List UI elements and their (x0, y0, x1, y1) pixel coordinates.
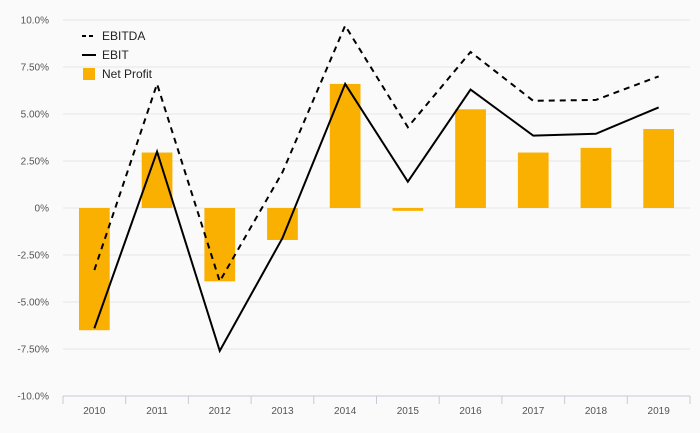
net-profit-bar (517, 152, 549, 208)
legend: EBITDA EBIT Net Profit (82, 29, 153, 81)
axes: 10.0% 7.50% 5.00% 2.50% 0% -2.50% -5.00% -7.50%… (17, 16, 691, 417)
ebit-line (93, 81, 660, 354)
x-tick-label: 2019 (648, 406, 671, 417)
x-tick-label: 2012 (209, 406, 232, 417)
net-profit-bar (455, 109, 486, 208)
y-tick-label: 2.50% (21, 157, 49, 168)
legend-label-ebitda: EBITDA (102, 29, 145, 43)
x-tick-label: 2011 (146, 406, 168, 417)
line-series (93, 23, 660, 354)
x-tick-label: 2014 (334, 406, 357, 417)
x-tick-label: 2017 (522, 406, 545, 417)
ebitda-line (93, 23, 660, 284)
y-tick-label: -2.50% (17, 251, 49, 262)
y-tick-label: 0% (35, 204, 50, 215)
net-profit-bar (580, 147, 612, 208)
net-profit-bar (643, 129, 675, 208)
x-tick-label: 2015 (397, 406, 420, 417)
y-tick-label: 7.50% (21, 63, 49, 74)
net-profit-bar (329, 83, 361, 208)
y-tick-label: 5.00% (21, 110, 49, 121)
y-tick-label: -7.50% (17, 345, 49, 356)
y-tick-label: 10.0% (21, 16, 49, 27)
net-profit-bar (392, 208, 424, 211)
y-tick-label: -10.0% (17, 392, 49, 403)
legend-swatch-net-profit (83, 68, 95, 80)
x-tick-label: 2016 (459, 406, 482, 417)
x-tick-label: 2013 (271, 406, 294, 417)
legend-label-net-profit: Net Profit (102, 67, 153, 81)
x-tick-label: 2010 (83, 406, 106, 417)
x-tick-label: 2018 (585, 406, 608, 417)
net-profit-bar (204, 208, 236, 282)
legend-label-ebit: EBIT (102, 48, 129, 62)
y-tick-label: -5.00% (17, 298, 49, 309)
